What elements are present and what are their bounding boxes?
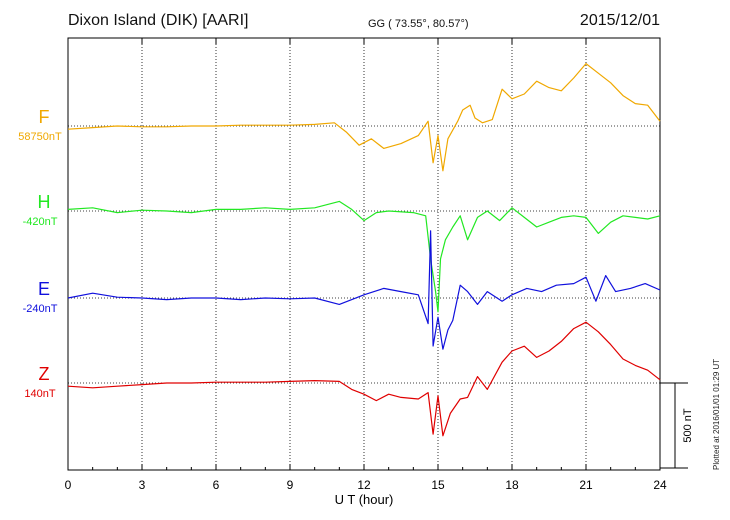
series-line-h xyxy=(67,200,661,313)
series-baseline-label-h: -420nT xyxy=(23,216,58,228)
series-baseline-label-z: 140nT xyxy=(24,388,55,400)
x-tick-label: 3 xyxy=(139,478,146,492)
scale-bar-label: 500 nT xyxy=(682,408,694,443)
x-tick-label: 24 xyxy=(653,478,667,492)
date-label: 2015/12/01 xyxy=(579,12,660,29)
x-tick-label: 21 xyxy=(579,478,593,492)
x-axis-label: U T (hour) xyxy=(335,492,394,507)
x-tick-label: 6 xyxy=(213,478,220,492)
series-line-f xyxy=(67,62,661,172)
station-title: Dixon Island (DIK) [AARI] xyxy=(68,12,249,29)
series-line-e xyxy=(67,230,661,350)
series-line-z xyxy=(67,321,661,437)
series-baseline-label-e: -240nT xyxy=(23,303,58,315)
x-tick-label: 12 xyxy=(357,478,371,492)
x-tick-label: 9 xyxy=(287,478,294,492)
series-name-f: F xyxy=(39,107,50,127)
series-baseline-label-f: 58750nT xyxy=(18,131,62,143)
coordinates-label: GG ( 73.55°, 80.57°) xyxy=(368,18,469,30)
series-name-h: H xyxy=(38,192,51,212)
x-tick-label: 18 xyxy=(505,478,519,492)
series-name-z: Z xyxy=(39,364,50,384)
series-name-e: E xyxy=(38,279,50,299)
x-tick-label: 15 xyxy=(431,478,445,492)
x-tick-label: 0 xyxy=(65,478,72,492)
